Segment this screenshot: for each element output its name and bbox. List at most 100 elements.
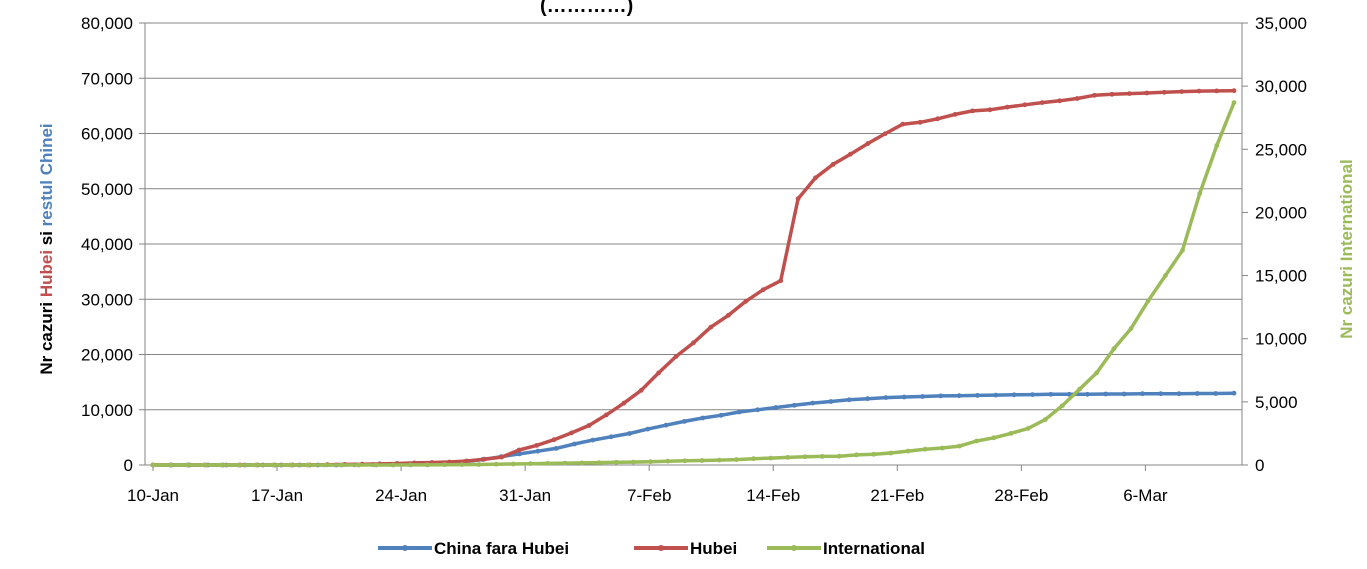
legend: China fara Hubei Hubei International bbox=[378, 539, 925, 558]
data-point bbox=[830, 162, 836, 167]
data-point bbox=[810, 400, 815, 406]
data-point bbox=[1085, 391, 1090, 397]
data-point bbox=[1196, 88, 1202, 94]
data-point bbox=[935, 116, 940, 122]
data-point bbox=[1048, 391, 1054, 397]
data-point bbox=[922, 446, 928, 452]
data-point bbox=[726, 312, 731, 318]
data-point bbox=[1197, 191, 1203, 196]
data-point bbox=[987, 107, 993, 113]
right-axis-ticks: 0 5,000 10,000 15,000 20,000 25,000 30,000 35,0… bbox=[1242, 14, 1307, 475]
data-point bbox=[534, 443, 539, 448]
data-point bbox=[773, 405, 779, 410]
data-point bbox=[150, 462, 156, 468]
data-point bbox=[236, 462, 242, 468]
data-point bbox=[734, 457, 739, 462]
legend-marker bbox=[791, 545, 797, 551]
data-point bbox=[1057, 98, 1062, 104]
data-point bbox=[493, 461, 499, 467]
left-tick-label: 70,000 bbox=[81, 69, 133, 88]
data-point bbox=[1145, 298, 1151, 304]
left-axis-title-part: Nr cazuri bbox=[37, 297, 56, 374]
right-tick-label: 25,000 bbox=[1255, 140, 1307, 159]
data-point bbox=[991, 435, 997, 441]
data-point bbox=[579, 460, 585, 466]
data-point bbox=[627, 431, 632, 436]
data-point bbox=[645, 426, 651, 432]
data-point bbox=[322, 462, 327, 468]
data-point bbox=[219, 462, 225, 468]
data-point bbox=[1231, 390, 1237, 396]
left-tick-label: 60,000 bbox=[81, 125, 133, 144]
data-point bbox=[828, 399, 834, 404]
data-point bbox=[596, 460, 602, 465]
data-point bbox=[699, 458, 705, 463]
left-tick-label: 40,000 bbox=[81, 235, 133, 254]
data-point bbox=[1103, 391, 1109, 397]
data-point bbox=[1231, 88, 1237, 94]
data-point bbox=[1161, 89, 1167, 95]
left-axis-title: Nr cazuri Hubei si restul Chinei bbox=[37, 123, 56, 374]
data-point bbox=[476, 462, 482, 467]
data-point bbox=[535, 448, 541, 454]
data-point bbox=[751, 456, 756, 462]
data-point bbox=[562, 460, 568, 466]
x-tick-label: 6-Mar bbox=[1123, 486, 1168, 505]
legend-label: Hubei bbox=[690, 539, 737, 558]
data-point bbox=[1060, 403, 1065, 408]
left-tick-label: 80,000 bbox=[81, 14, 133, 33]
data-point bbox=[373, 462, 379, 468]
data-point bbox=[993, 392, 999, 398]
data-point bbox=[819, 454, 825, 459]
left-axis-title-part: Hubei bbox=[37, 250, 56, 297]
data-point bbox=[572, 441, 577, 447]
data-point bbox=[1094, 370, 1100, 376]
data-point bbox=[681, 419, 687, 424]
right-tick-label: 35,000 bbox=[1255, 14, 1307, 33]
data-point bbox=[888, 450, 894, 456]
data-point bbox=[516, 447, 522, 453]
data-point bbox=[425, 462, 430, 468]
data-point bbox=[802, 454, 808, 460]
data-point bbox=[356, 462, 362, 468]
data-point bbox=[952, 112, 958, 117]
data-point bbox=[795, 196, 801, 202]
data-point bbox=[865, 396, 870, 402]
legend-item: Hubei bbox=[634, 539, 737, 558]
x-axis-ticks: 10-Jan 17-Jan 24-Jan 31-Jan 7-Feb 14-Feb 21-Fe… bbox=[127, 465, 1168, 505]
data-point bbox=[1214, 88, 1219, 94]
data-point bbox=[673, 354, 679, 359]
data-point bbox=[900, 121, 906, 127]
right-tick-label: 30,000 bbox=[1255, 77, 1307, 96]
data-point bbox=[1092, 92, 1097, 98]
right-tick-label: 10,000 bbox=[1255, 330, 1307, 349]
gridlines bbox=[145, 22, 1242, 411]
data-point bbox=[1158, 391, 1164, 397]
series-hubei bbox=[150, 88, 1237, 468]
data-point bbox=[1127, 91, 1132, 96]
data-point bbox=[202, 462, 207, 468]
right-tick-label: 20,000 bbox=[1255, 203, 1307, 222]
legend-item: China fara Hubei bbox=[378, 539, 569, 558]
data-point bbox=[608, 434, 614, 440]
data-point bbox=[760, 287, 766, 293]
legend-label: China fara Hubei bbox=[434, 539, 569, 558]
data-point bbox=[390, 462, 396, 468]
left-tick-label: 0 bbox=[124, 456, 133, 475]
data-point bbox=[716, 457, 722, 463]
data-point bbox=[778, 278, 784, 284]
left-tick-label: 50,000 bbox=[81, 180, 133, 199]
data-point bbox=[464, 458, 470, 464]
data-point bbox=[1163, 273, 1168, 278]
data-point bbox=[270, 462, 276, 468]
data-point bbox=[459, 462, 465, 467]
data-point bbox=[665, 458, 671, 464]
data-point bbox=[691, 340, 696, 346]
data-point bbox=[1213, 391, 1219, 396]
data-point bbox=[865, 141, 871, 146]
x-tick-label: 28-Feb bbox=[994, 486, 1048, 505]
right-tick-label: 15,000 bbox=[1255, 267, 1307, 286]
series-international bbox=[150, 100, 1237, 468]
data-point bbox=[545, 461, 551, 466]
